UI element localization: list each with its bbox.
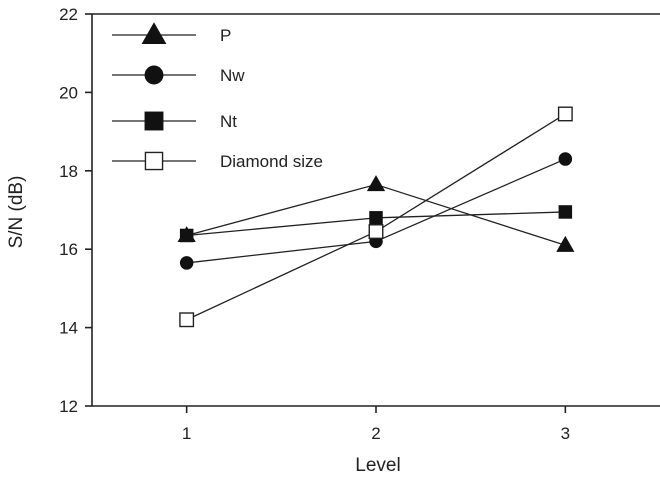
x-tick-label-1: 1 xyxy=(182,424,191,443)
y-tick-label-18: 18 xyxy=(59,162,78,181)
legend-entry-2: Nt xyxy=(112,111,237,131)
x-axis-title: Level xyxy=(355,455,400,476)
y-tick-label-12: 12 xyxy=(59,397,78,416)
series-0-point-2 xyxy=(366,175,386,192)
y-tick-label-16: 16 xyxy=(59,240,78,259)
series-group xyxy=(177,106,575,328)
y-tick-label-22: 22 xyxy=(59,5,78,24)
legend-entry-1: Nw xyxy=(112,65,245,85)
x-tick-label-2: 2 xyxy=(371,424,380,443)
legend-marker-2 xyxy=(144,111,164,131)
legend-entry-3: Diamond size xyxy=(112,151,323,171)
series-1-point-1 xyxy=(179,256,194,270)
legend-marker-1 xyxy=(144,65,164,85)
series-2-point-2 xyxy=(369,211,383,225)
legend-marker-0 xyxy=(141,22,167,45)
series-3 xyxy=(179,106,573,328)
series-1-point-3 xyxy=(558,152,573,166)
y-tick-label-14: 14 xyxy=(59,319,78,338)
series-3-point-1 xyxy=(179,312,195,328)
legend-label-3: Diamond size xyxy=(220,152,323,171)
legend-label-2: Nt xyxy=(220,112,237,131)
legend-marker-3 xyxy=(144,151,164,171)
legend: P Nw Nt Diamond size xyxy=(112,22,323,171)
y-axis-title: S/N (dB) xyxy=(6,176,27,249)
series-3-point-2 xyxy=(368,224,384,240)
series-2-point-3 xyxy=(558,205,573,219)
series-0-point-3 xyxy=(556,235,575,252)
x-tick-label-3: 3 xyxy=(561,424,570,443)
series-2-point-1 xyxy=(179,228,194,243)
legend-entry-0: P xyxy=(112,22,231,45)
y-tick-label-20: 20 xyxy=(59,83,78,102)
series-2 xyxy=(179,205,573,243)
legend-label-1: Nw xyxy=(220,66,245,85)
series-3-point-3 xyxy=(557,106,573,122)
legend-label-0: P xyxy=(220,26,231,45)
